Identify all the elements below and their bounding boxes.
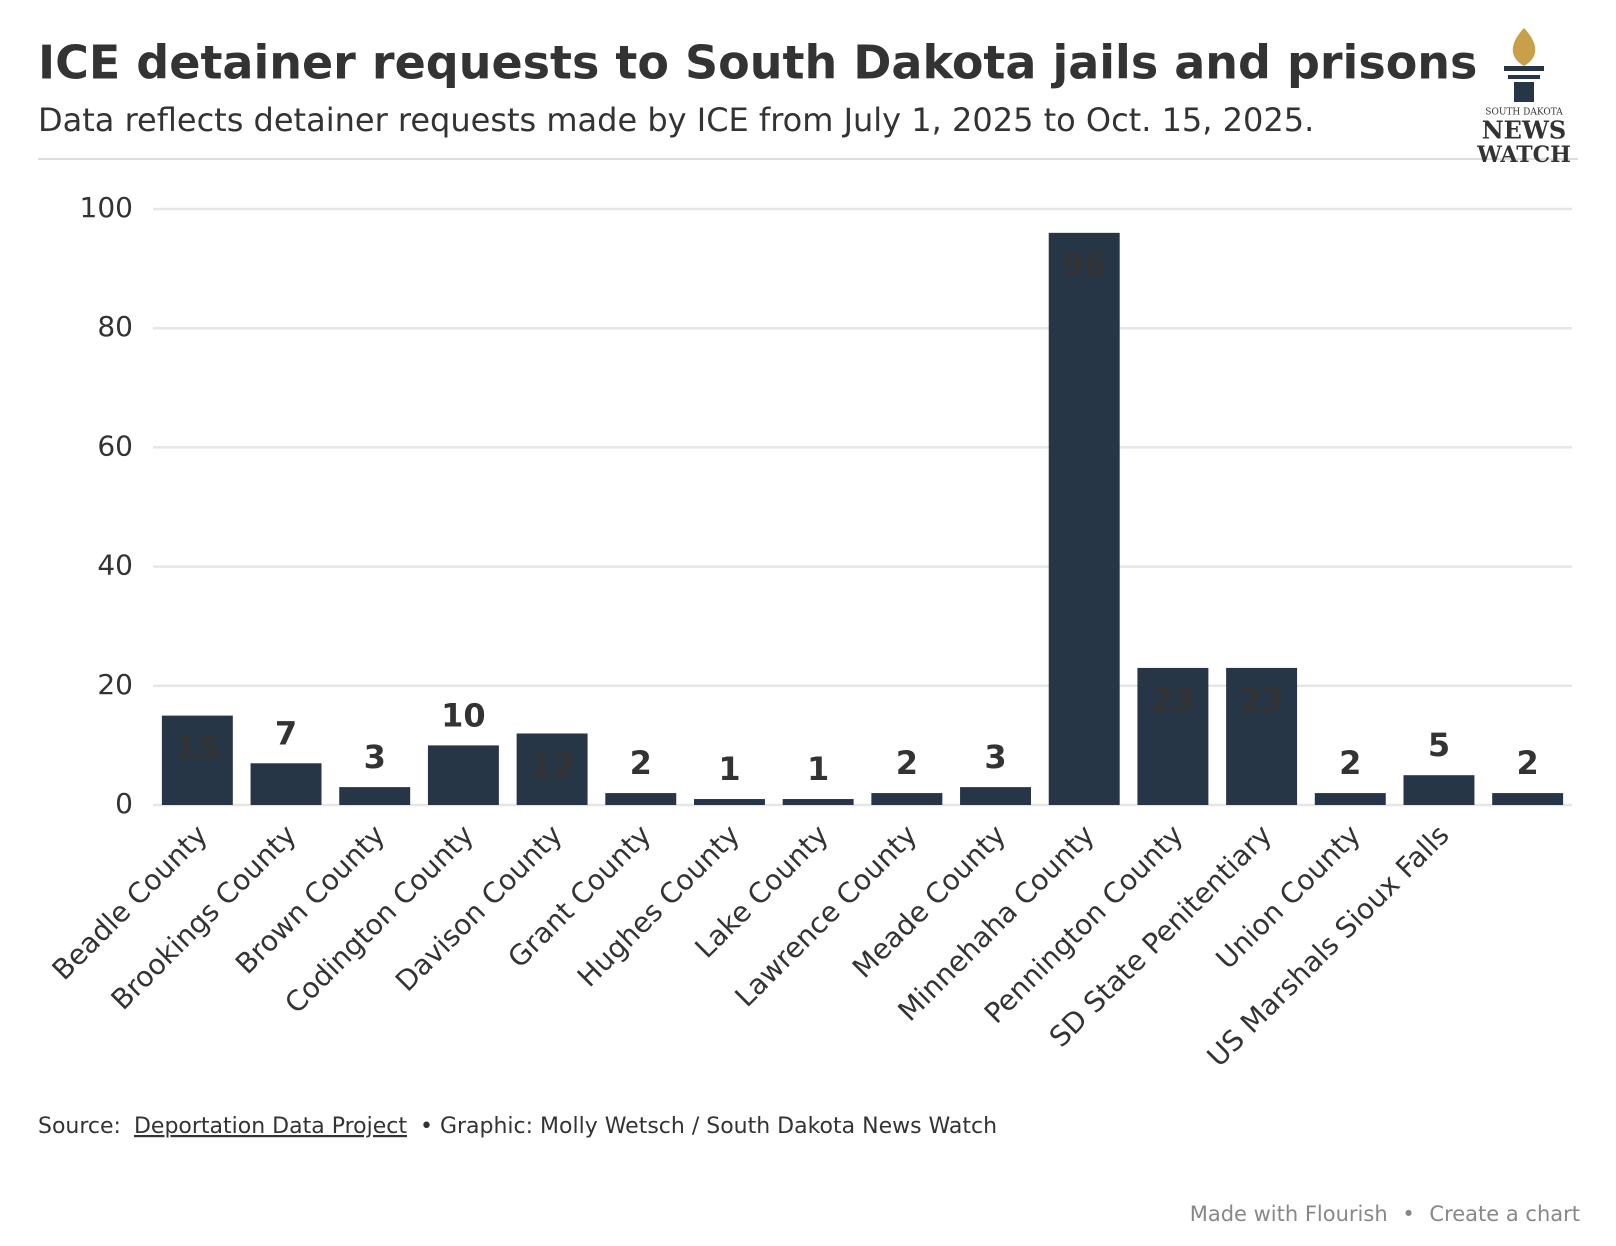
- bar: [1048, 232, 1120, 806]
- logo-text: NEWS: [1482, 116, 1567, 145]
- y-tick-label: 20: [97, 668, 133, 701]
- logo-text: SOUTH DAKOTA: [1485, 108, 1563, 118]
- x-tick-label: Meade County: [846, 818, 1012, 984]
- x-tick-label: Beadle County: [46, 818, 214, 986]
- bar: [1492, 793, 1564, 805]
- data-label: 3: [984, 738, 1006, 776]
- bar: [605, 793, 677, 805]
- data-label: 15: [175, 729, 220, 767]
- data-label: 2: [1517, 744, 1539, 782]
- bar: [693, 799, 765, 805]
- bar: [339, 787, 411, 805]
- data-label: 2: [630, 744, 652, 782]
- data-label: 1: [718, 750, 740, 788]
- data-label: 3: [364, 738, 386, 776]
- chart-title: ICE detainer requests to South Dakota ja…: [38, 36, 1477, 90]
- logo-torch: [1514, 82, 1534, 102]
- data-label: 2: [896, 744, 918, 782]
- logo: SOUTH DAKOTA NEWS WATCH: [1476, 28, 1571, 168]
- flourish-link[interactable]: Made with Flourish: [1190, 1202, 1388, 1226]
- flourish-credit: Made with Flourish • Create a chart: [1190, 1202, 1580, 1226]
- data-label: 23: [1151, 681, 1196, 719]
- bar: [1137, 667, 1209, 805]
- y-tick-label: 100: [80, 191, 133, 224]
- bar: [782, 799, 854, 805]
- data-label: 12: [530, 746, 575, 784]
- data-label: 5: [1428, 726, 1450, 764]
- y-tick-label: 0: [115, 787, 133, 820]
- data-label: 1: [807, 750, 829, 788]
- chart-subtitle: Data reflects detainer requests made by …: [38, 101, 1314, 139]
- logo-torch: [1508, 75, 1540, 79]
- bar: [161, 715, 233, 805]
- x-tick-label: Davison County: [389, 818, 569, 998]
- logo-flame: [1512, 28, 1536, 66]
- data-label: 23: [1239, 681, 1284, 719]
- x-tick-label: Brown County: [229, 818, 391, 980]
- bar: [871, 793, 943, 805]
- bar: [1403, 775, 1475, 805]
- logo-text: WATCH: [1476, 142, 1571, 168]
- y-tick-label: 80: [97, 310, 133, 343]
- y-tick-label: 40: [97, 549, 133, 582]
- source-prefix: Source:: [38, 1114, 121, 1139]
- bar: [516, 733, 588, 805]
- bar: [960, 787, 1032, 805]
- data-label: 7: [275, 714, 297, 752]
- x-tick-label: Hughes County: [571, 818, 746, 993]
- data-label: 2: [1339, 744, 1361, 782]
- bar: [1314, 793, 1386, 805]
- bar: [250, 763, 322, 805]
- data-label: 96: [1062, 246, 1107, 284]
- bar: [427, 745, 499, 805]
- create-link[interactable]: Create a chart: [1429, 1202, 1580, 1226]
- footer: Source: Deportation Data Project • Graph…: [38, 1114, 997, 1139]
- bar: [1226, 667, 1298, 805]
- separator: •: [1402, 1202, 1414, 1226]
- source-link[interactable]: Deportation Data Project: [134, 1114, 407, 1139]
- logo-torch: [1504, 66, 1544, 71]
- y-tick-label: 60: [97, 429, 133, 462]
- credit: • Graphic: Molly Wetsch / South Dakota N…: [420, 1114, 997, 1139]
- data-label: 10: [441, 696, 486, 734]
